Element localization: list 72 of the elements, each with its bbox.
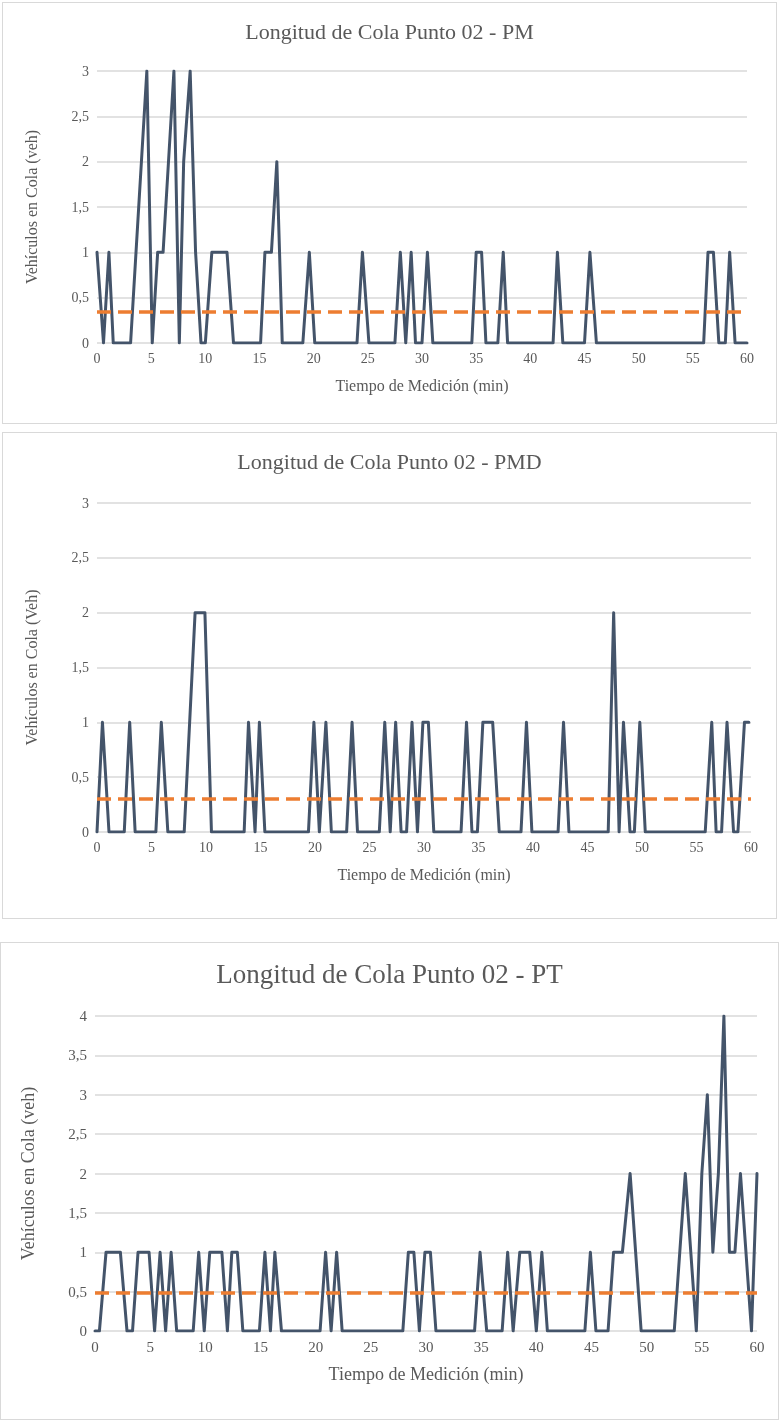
x-tick-label: 60 [740,350,754,366]
x-tick-label: 25 [362,839,377,855]
y-tick-label: 3,5 [68,1047,87,1064]
y-axis-title: Vehículos en Cola (veh) [18,1086,39,1261]
x-tick-label: 50 [639,1338,655,1355]
x-tick-label: 20 [306,350,321,366]
y-tick-label: 1 [82,244,89,260]
y-tick-label: 2,5 [71,550,89,566]
y-tick-label: 1,5 [71,199,89,215]
y-tick-label: 1 [79,1244,87,1261]
y-tick-label: 4 [79,1008,88,1024]
y-tick-label: 2,5 [68,1126,87,1143]
x-tick-label: 10 [198,350,213,366]
x-tick-label: 40 [528,1338,544,1355]
x-tick-label: 60 [749,1338,765,1355]
x-tick-label: 20 [308,1338,324,1355]
chart-title: Longitud de Cola Punto 02 - PMD [237,448,542,474]
y-tick-label: 3 [79,1086,87,1103]
y-tick-label: 1 [82,714,89,730]
x-tick-label: 55 [685,350,700,366]
y-tick-label: 0,5 [71,290,89,306]
x-tick-label: 35 [471,839,486,855]
y-tick-label: 1,5 [71,660,89,675]
x-tick-label: 50 [631,350,646,366]
x-tick-label: 25 [360,350,375,366]
line-series [95,69,749,345]
x-tick-label: 35 [473,1338,489,1355]
x-tick-label: 15 [253,839,268,855]
x-tick-label: 5 [146,1338,154,1355]
x-tick-label: 60 [744,839,758,855]
x-tick-label: 45 [584,1338,599,1355]
x-tick-label: 30 [418,1338,434,1355]
y-tick-label: 0 [82,335,89,351]
y-tick-label: 0 [82,824,89,840]
y-tick-label: 2,5 [71,108,89,124]
x-tick-label: 40 [523,350,538,366]
x-tick-label: 35 [469,350,484,366]
y-tick-label: 0 [79,1323,87,1339]
x-tick-label: 0 [93,350,101,366]
y-axis-title: Vehículos en Cola (Veh) [22,589,41,746]
x-tick-label: 45 [577,350,592,366]
x-axis-title: Tiempo de Medición (min) [328,1364,524,1385]
y-tick-label: 3 [82,63,89,79]
y-tick-label: 2 [82,154,89,170]
x-tick-label: 20 [308,839,322,855]
y-tick-label: 2 [82,605,89,621]
x-tick-label: 15 [252,350,267,366]
y-tick-label: 2 [79,1165,87,1182]
x-tick-label: 30 [417,839,431,855]
x-tick-label: 5 [148,839,155,855]
x-tick-label: 5 [147,350,155,366]
line-series [93,1014,759,1333]
x-tick-label: 55 [689,839,704,855]
y-tick-label: 3 [82,495,89,511]
x-axis-title: Tiempo de Medición (min) [337,865,511,884]
chart-title: Longitud de Cola Punto 02 - PM [245,18,534,44]
x-tick-label: 30 [415,350,429,366]
x-tick-label: 45 [580,839,595,855]
x-tick-label: 0 [93,839,101,855]
y-tick-label: 0,5 [68,1283,87,1300]
x-tick-label: 50 [635,839,649,855]
x-axis-title: Tiempo de Medición (min) [335,376,509,395]
y-tick-label: 0,5 [71,769,89,785]
chart-title: Longitud de Cola Punto 02 - PT [216,958,564,989]
y-tick-label: 1,5 [68,1204,87,1221]
x-tick-label: 10 [197,1338,213,1355]
x-tick-label: 25 [363,1338,379,1355]
x-tick-label: 15 [253,1338,268,1355]
x-tick-label: 10 [199,839,213,855]
y-axis-title: Vehículos en Cola (veh) [22,129,41,285]
x-tick-label: 55 [694,1338,710,1355]
x-tick-label: 40 [526,839,540,855]
